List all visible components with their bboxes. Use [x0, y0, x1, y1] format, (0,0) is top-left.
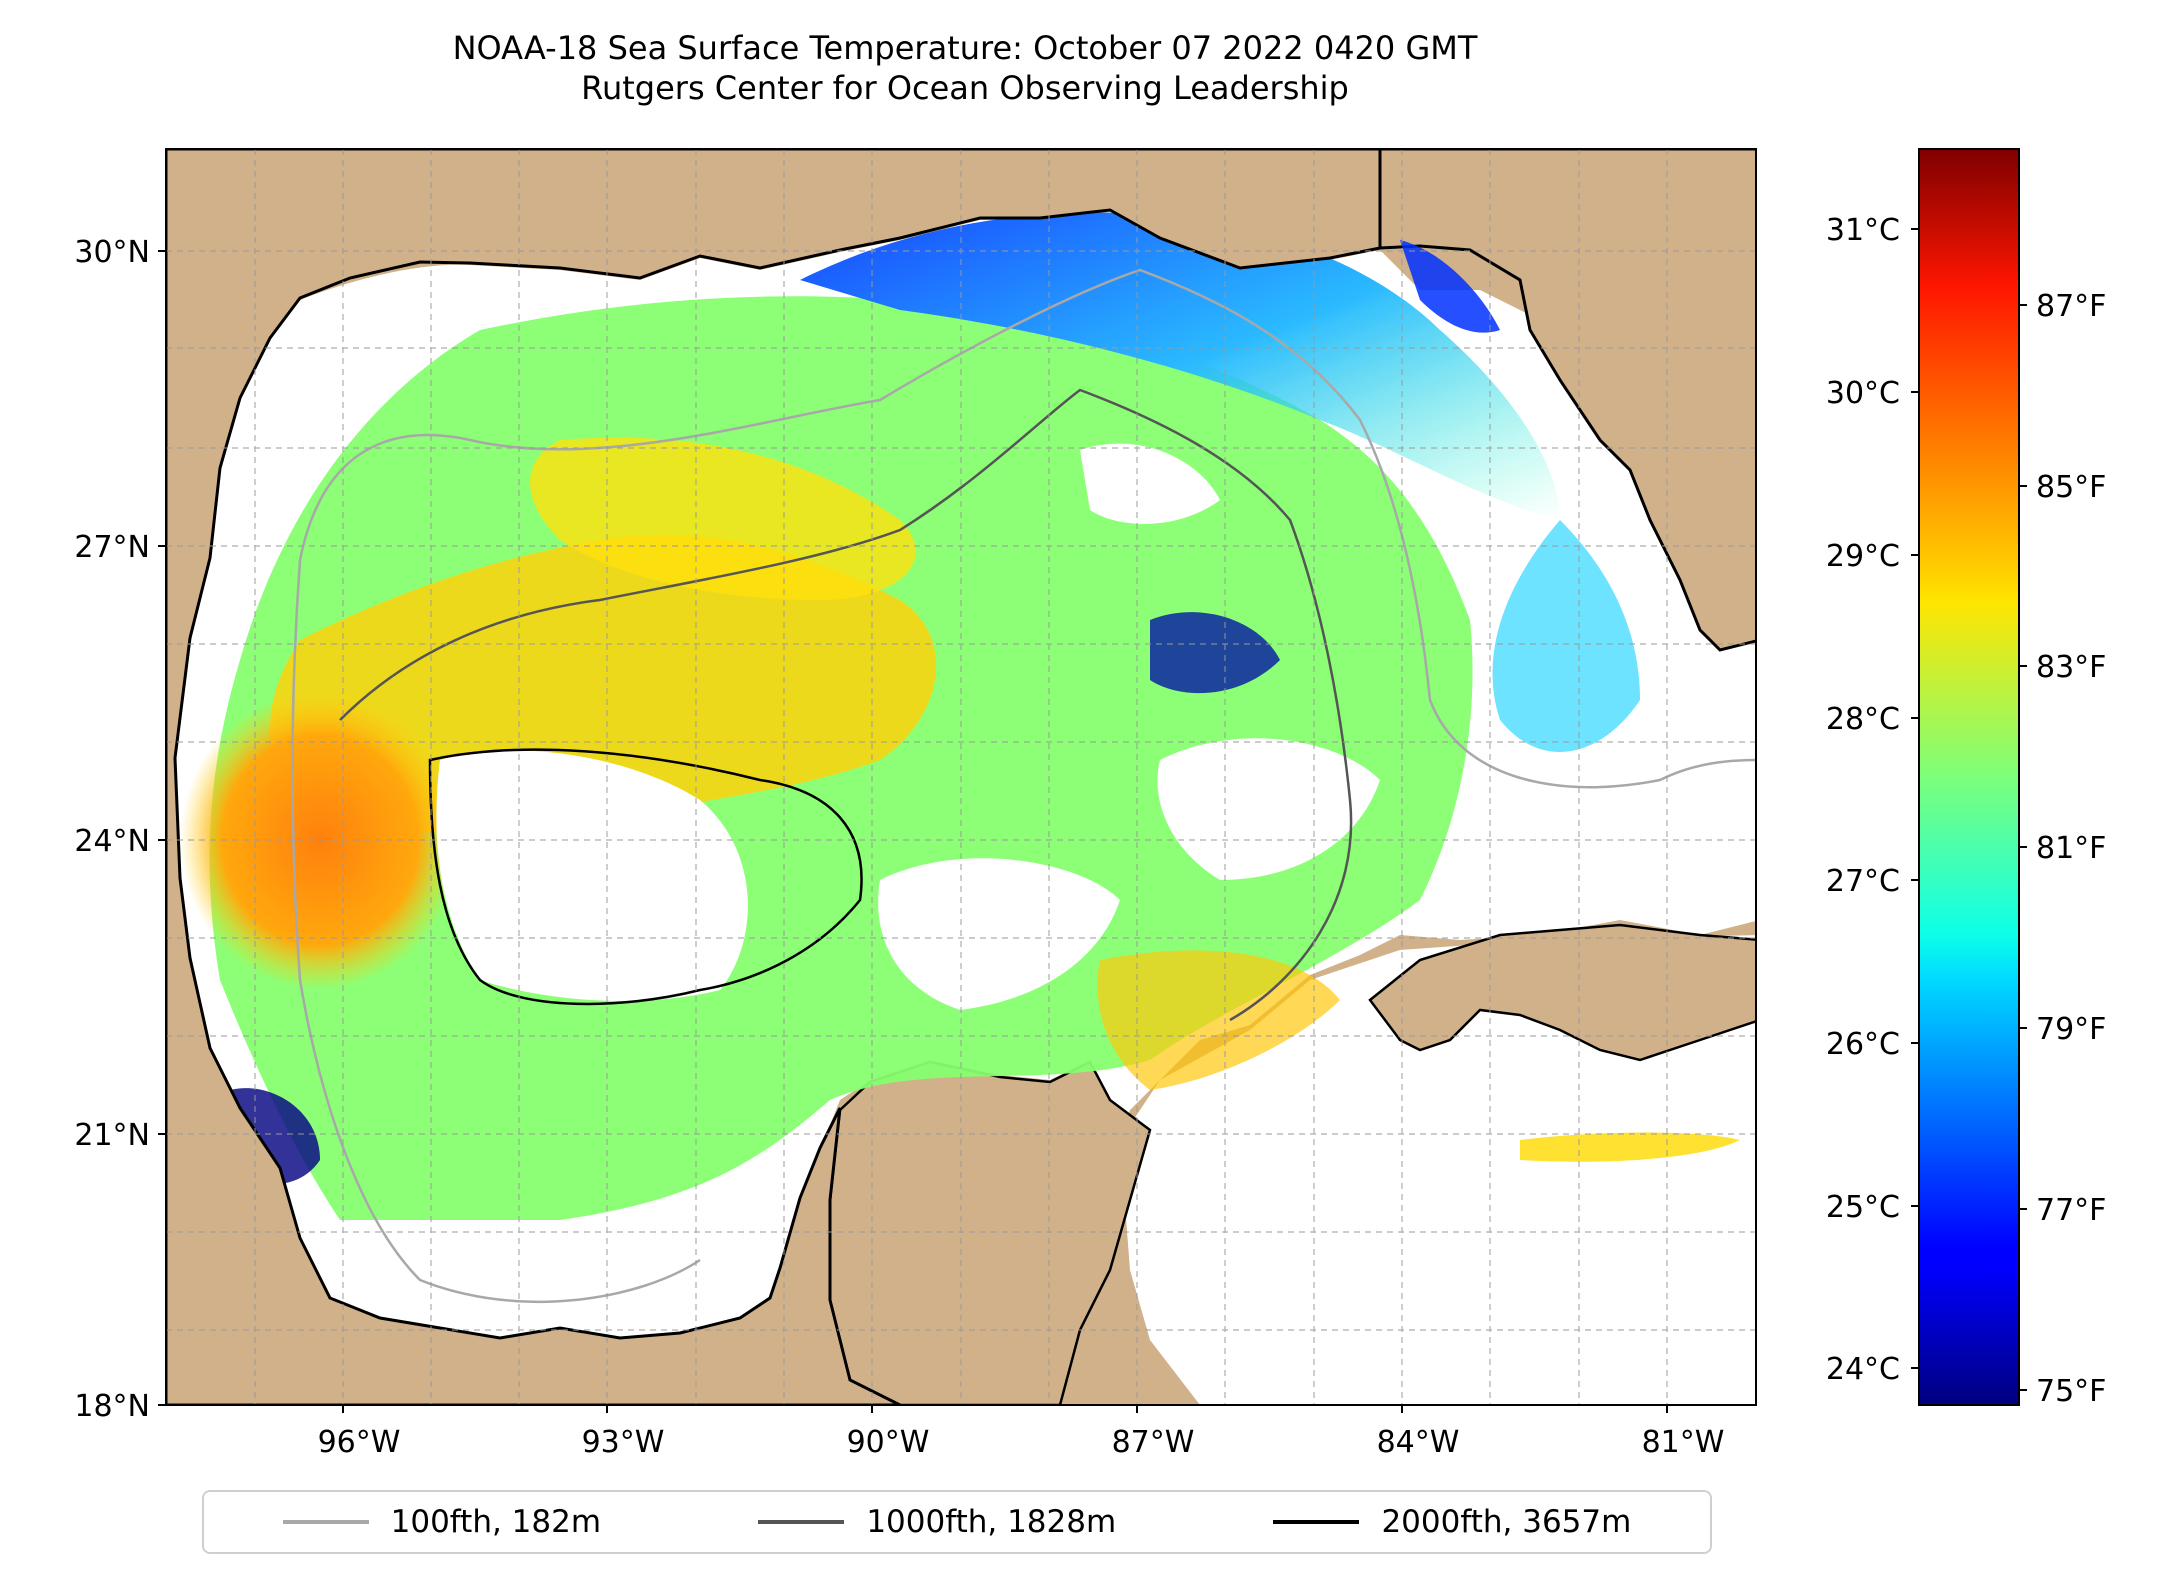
lat-tick-label: 27°N [74, 530, 150, 565]
fahrenheit-tick-label: 87°F [2036, 289, 2106, 324]
contour-100fth-west [291, 559, 701, 1304]
lat-tick-label: 30°N [74, 235, 150, 270]
legend-swatch [282, 1520, 369, 1524]
mainland-land [166, 149, 1382, 1405]
celsius-tick-label: 27°C [1826, 864, 1900, 899]
lat-tick-label: 21°N [74, 1118, 150, 1153]
celsius-tick-label: 24°C [1826, 1352, 1900, 1387]
lat-tick-label: 24°N [74, 824, 150, 859]
fahrenheit-tick-label: 79°F [2036, 1012, 2106, 1047]
contour-legend: 100fth, 182m 1000fth, 1828m 2000fth, 365… [202, 1490, 1712, 1554]
celsius-tick-label: 31°C [1826, 213, 1900, 248]
lon-tick-label: 84°W [1377, 1425, 1460, 1460]
lon-tick-label: 81°W [1642, 1425, 1725, 1460]
celsius-tick-label: 29°C [1826, 539, 1900, 574]
map-area [166, 149, 1756, 1405]
contour-100fth [298, 268, 1756, 789]
legend-label: 1000fth, 1828m [866, 1504, 1117, 1540]
fahrenheit-tick-label: 83°F [2036, 650, 2106, 685]
map-title: NOAA-18 Sea Surface Temperature: October… [452, 29, 1478, 67]
colorbar: 31°C 30°C 29°C 28°C 27°C 26°C 25°C 24°C … [1826, 148, 2106, 1409]
lon-tick-label: 96°W [318, 1425, 401, 1460]
lat-tick-label: 18°N [74, 1389, 150, 1424]
legend-swatch [1273, 1520, 1360, 1524]
lat-axis: 30°N 27°N 24°N 21°N 18°N [74, 235, 166, 1424]
lon-tick-label: 87°W [1112, 1425, 1195, 1460]
lon-tick-label: 90°W [847, 1425, 930, 1460]
contour-2000fth [428, 748, 863, 1006]
fahrenheit-tick-label: 81°F [2036, 831, 2106, 866]
legend-label: 100fth, 182m [390, 1504, 602, 1540]
map-frame [165, 148, 1757, 1406]
colorbar-gradient [1918, 148, 2020, 1406]
fahrenheit-tick-label: 75°F [2036, 1374, 2106, 1409]
legend-item-100fth: 100fth, 182m [282, 1504, 602, 1540]
fahrenheit-tick-label: 85°F [2036, 470, 2106, 505]
celsius-tick-label: 30°C [1826, 376, 1900, 411]
gridlines [166, 149, 1756, 1405]
cuba-land [1368, 923, 1756, 1062]
celsius-tick-label: 25°C [1826, 1190, 1900, 1225]
lon-axis: 96°W 93°W 90°W 87°W 84°W 81°W [318, 1405, 1725, 1460]
map-subtitle: Rutgers Center for Ocean Observing Leade… [581, 69, 1349, 107]
fahrenheit-tick-label: 77°F [2036, 1193, 2106, 1228]
celsius-tick-label: 28°C [1826, 702, 1900, 737]
legend-item-1000fth: 1000fth, 1828m [758, 1504, 1116, 1540]
celsius-tick-label: 26°C [1826, 1027, 1900, 1062]
lon-tick-label: 93°W [582, 1425, 665, 1460]
contour-1000fth [339, 388, 1353, 1022]
legend-item-2000fth: 2000fth, 3657m [1273, 1504, 1631, 1540]
legend-label: 2000fth, 3657m [1381, 1504, 1632, 1540]
legend-swatch [758, 1520, 845, 1524]
caribbean-water [1120, 935, 1756, 1405]
florida-land [1378, 149, 1756, 652]
